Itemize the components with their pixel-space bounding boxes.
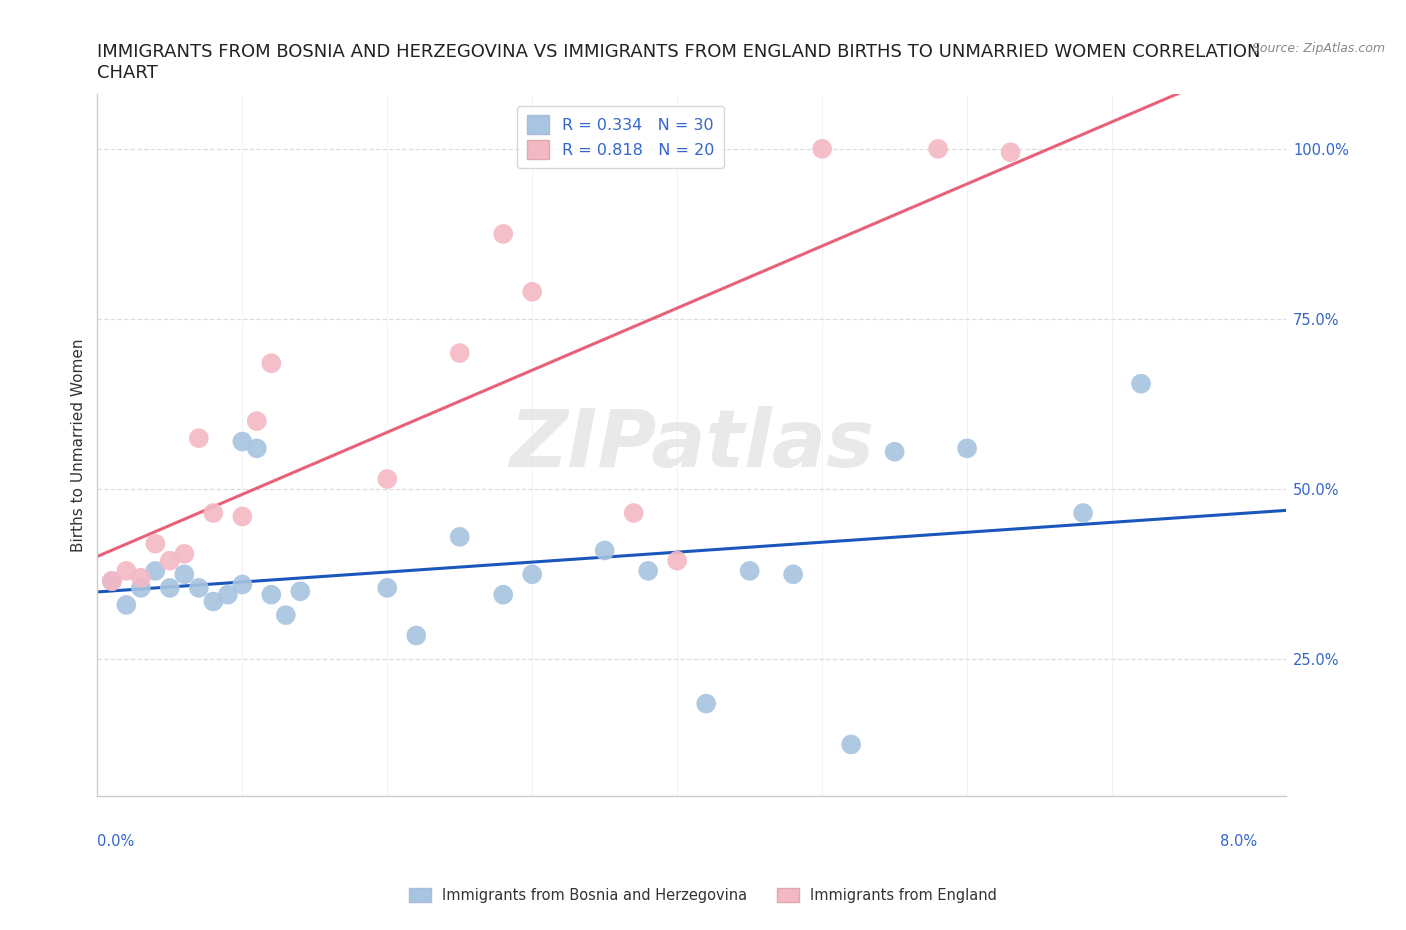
Y-axis label: Births to Unmarried Women: Births to Unmarried Women: [72, 339, 86, 551]
Point: [593, 543, 616, 558]
Point: [129, 570, 152, 585]
Point: [290, 584, 312, 599]
Point: [143, 537, 166, 551]
Point: [115, 597, 138, 612]
Point: [623, 506, 645, 521]
Legend: Immigrants from Bosnia and Herzegovina, Immigrants from England: Immigrants from Bosnia and Herzegovina, …: [404, 882, 1002, 909]
Text: 0.0%: 0.0%: [97, 834, 135, 849]
Point: [129, 580, 152, 595]
Point: [695, 697, 717, 711]
Point: [202, 594, 225, 609]
Point: [217, 587, 239, 602]
Point: [202, 506, 225, 521]
Point: [260, 356, 283, 371]
Point: [187, 580, 209, 595]
Point: [1000, 145, 1022, 160]
Point: [375, 472, 398, 486]
Point: [811, 141, 834, 156]
Point: [246, 441, 269, 456]
Point: [101, 574, 124, 589]
Point: [231, 577, 253, 591]
Point: [1071, 506, 1094, 521]
Point: [956, 441, 979, 456]
Legend: R = 0.334   N = 30, R = 0.818   N = 20: R = 0.334 N = 30, R = 0.818 N = 20: [517, 106, 724, 168]
Point: [738, 564, 761, 578]
Point: [522, 567, 544, 582]
Text: IMMIGRANTS FROM BOSNIA AND HERZEGOVINA VS IMMIGRANTS FROM ENGLAND BIRTHS TO UNMA: IMMIGRANTS FROM BOSNIA AND HERZEGOVINA V…: [97, 43, 1261, 82]
Point: [375, 580, 398, 595]
Point: [231, 509, 253, 524]
Point: [449, 529, 471, 544]
Text: ZIPatlas: ZIPatlas: [509, 405, 875, 484]
Point: [666, 553, 689, 568]
Text: Source: ZipAtlas.com: Source: ZipAtlas.com: [1251, 42, 1385, 55]
Point: [260, 587, 283, 602]
Point: [159, 580, 181, 595]
Point: [101, 574, 124, 589]
Text: 8.0%: 8.0%: [1220, 834, 1257, 849]
Point: [405, 628, 427, 643]
Point: [159, 553, 181, 568]
Point: [173, 547, 195, 562]
Point: [246, 414, 269, 429]
Point: [231, 434, 253, 449]
Point: [492, 587, 515, 602]
Point: [449, 346, 471, 361]
Point: [522, 285, 544, 299]
Point: [1130, 377, 1153, 392]
Point: [883, 445, 905, 459]
Point: [173, 567, 195, 582]
Point: [492, 227, 515, 242]
Point: [782, 567, 804, 582]
Point: [839, 737, 862, 751]
Point: [927, 141, 949, 156]
Point: [187, 431, 209, 445]
Point: [274, 607, 297, 622]
Point: [143, 564, 166, 578]
Point: [637, 564, 659, 578]
Point: [115, 564, 138, 578]
